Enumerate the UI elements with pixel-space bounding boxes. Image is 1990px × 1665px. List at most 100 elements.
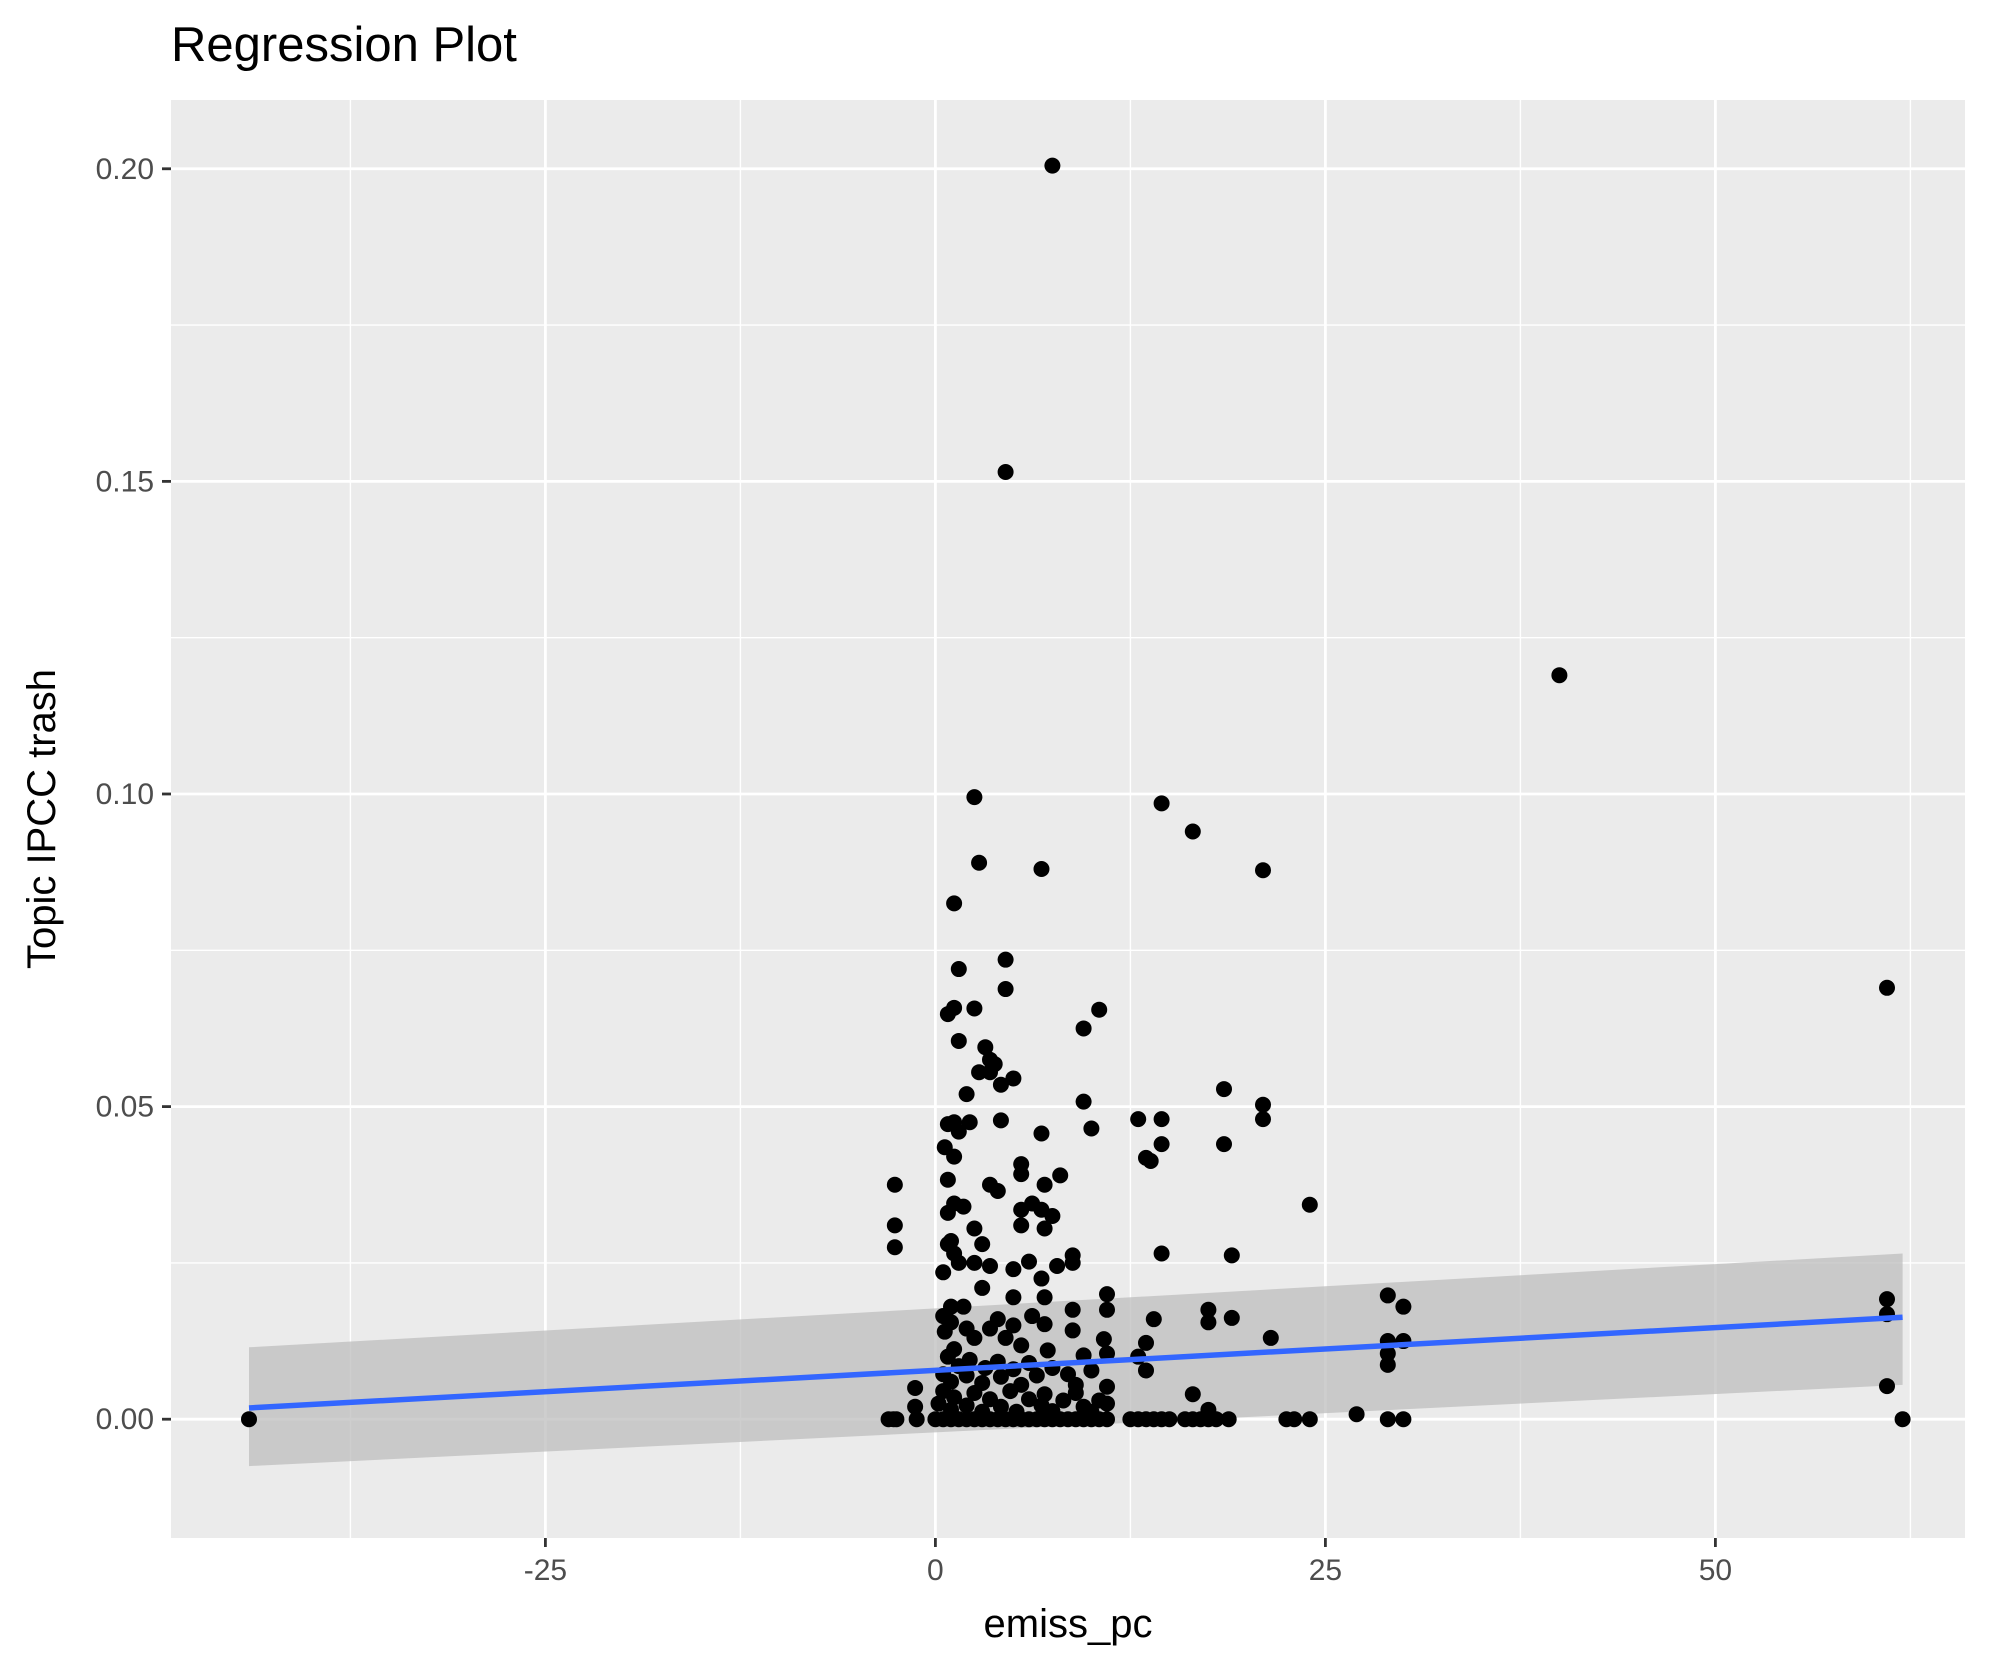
data-point [1005, 1070, 1022, 1087]
data-point [971, 1064, 988, 1081]
data-point [939, 1348, 956, 1365]
data-point [992, 1112, 1009, 1129]
data-point [886, 1217, 903, 1234]
data-point [1153, 1245, 1170, 1262]
data-point [971, 854, 988, 871]
data-point [1075, 1093, 1092, 1110]
chart-title: Regression Plot [171, 18, 517, 72]
data-point [1894, 1411, 1911, 1428]
data-point [907, 1379, 924, 1396]
data-point [974, 1236, 991, 1253]
data-point [1184, 1386, 1201, 1403]
y-tick-label: 0.20 [96, 153, 154, 186]
data-point [997, 464, 1014, 481]
data-point [1301, 1411, 1318, 1428]
scatter-points [241, 157, 1911, 1428]
data-point [1044, 1208, 1061, 1225]
data-point [1200, 1314, 1217, 1331]
data-point [1879, 1291, 1895, 1308]
x-tick-label: 50 [1699, 1554, 1732, 1587]
y-tick-label: 0.00 [96, 1403, 154, 1436]
data-point [997, 951, 1014, 968]
data-point [1075, 1020, 1092, 1037]
data-point [241, 1411, 257, 1428]
data-point [1142, 1152, 1159, 1169]
data-point [958, 1086, 975, 1103]
data-point [1395, 1298, 1412, 1315]
data-point [946, 1148, 963, 1165]
data-point [946, 895, 963, 912]
data-point [1879, 1378, 1895, 1395]
data-point [958, 1397, 975, 1414]
data-point [1064, 1322, 1081, 1339]
data-point [997, 1329, 1014, 1346]
data-point [1379, 1345, 1396, 1362]
x-axis-title: emiss_pc [984, 1602, 1153, 1646]
data-point [946, 999, 963, 1016]
data-point [1379, 1287, 1396, 1304]
data-point [1099, 1411, 1115, 1428]
data-point [939, 1204, 956, 1221]
y-axis-title: Topic IPCC trash [20, 669, 64, 969]
data-point [1033, 1125, 1050, 1142]
data-point [936, 1323, 953, 1340]
data-point [1095, 1331, 1112, 1348]
data-point [1013, 1337, 1030, 1354]
data-point [1039, 1342, 1056, 1359]
data-point [1005, 1317, 1022, 1334]
data-point [930, 1395, 947, 1412]
data-point [966, 1220, 983, 1237]
data-point [1036, 1316, 1053, 1333]
x-axis: -25 0 25 50 [524, 1538, 1732, 1587]
data-point [950, 1032, 967, 1049]
confidence-band-layer [249, 1253, 1903, 1467]
data-point [888, 1411, 905, 1428]
data-point [1286, 1411, 1303, 1428]
data-point [1099, 1286, 1115, 1303]
data-point [1083, 1120, 1100, 1137]
data-point [1879, 979, 1895, 996]
x-tick-label: 25 [1309, 1554, 1342, 1587]
data-point [1005, 1261, 1022, 1278]
regression-line [248, 1314, 1903, 1411]
data-point [974, 1279, 991, 1296]
data-point [1208, 1411, 1225, 1428]
data-point [1036, 1289, 1053, 1306]
data-point [966, 1384, 983, 1401]
data-point [950, 1123, 967, 1140]
data-point [1161, 1411, 1178, 1428]
y-tick-label: 0.05 [96, 1091, 154, 1124]
confidence-band [249, 1253, 1903, 1467]
data-point [966, 1254, 983, 1271]
data-point [886, 1239, 903, 1256]
data-point [966, 789, 983, 806]
data-point [950, 961, 967, 978]
data-point [1064, 1301, 1081, 1318]
data-point [1099, 1395, 1115, 1412]
data-point [977, 1039, 994, 1056]
data-point [1099, 1378, 1115, 1395]
data-point [982, 1320, 998, 1337]
data-point [1255, 1096, 1271, 1113]
data-point [1055, 1392, 1072, 1409]
data-point [1223, 1247, 1240, 1264]
data-point [907, 1398, 924, 1415]
data-point [1021, 1253, 1037, 1270]
y-tick-label: 0.10 [96, 778, 154, 811]
data-point [1033, 1270, 1050, 1287]
data-point [1216, 1136, 1232, 1153]
data-point [997, 981, 1014, 998]
data-point [1067, 1384, 1084, 1401]
data-point [1262, 1329, 1279, 1346]
data-point [1013, 1217, 1030, 1234]
data-point [1145, 1311, 1162, 1328]
data-point [1028, 1367, 1045, 1384]
data-point [1153, 795, 1170, 812]
data-point [935, 1264, 952, 1281]
data-point [989, 1183, 1006, 1200]
x-tick-label: -25 [524, 1554, 567, 1587]
data-point [1216, 1081, 1232, 1098]
x-tick-label: 0 [927, 1554, 944, 1587]
data-point [992, 1076, 1009, 1093]
data-point [946, 1389, 963, 1406]
